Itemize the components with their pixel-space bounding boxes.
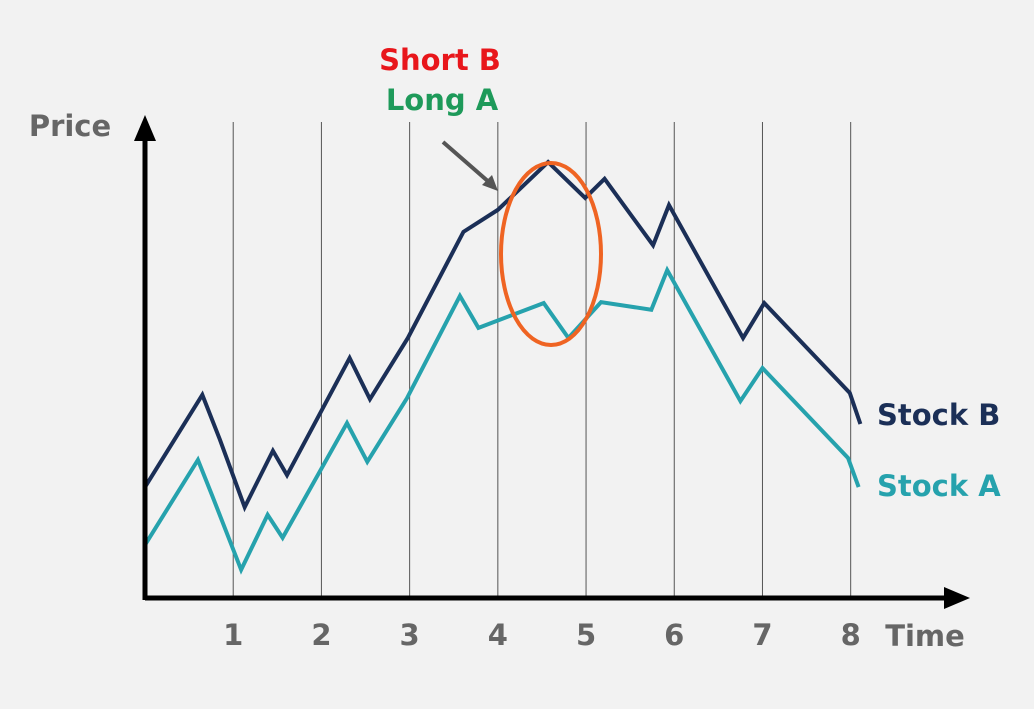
annotation-arrow xyxy=(441,140,492,185)
x-tick-label: 2 xyxy=(311,618,331,652)
x-tick-label: 5 xyxy=(576,618,596,652)
annotation: Long A xyxy=(386,83,499,117)
annotation-arrowhead xyxy=(482,175,498,191)
y-axis-arrow xyxy=(134,115,156,141)
highlight-ellipse xyxy=(499,161,603,347)
annotation: Short B xyxy=(379,43,501,77)
x-axis-arrow xyxy=(944,587,970,609)
y-axis-label: Price xyxy=(29,109,111,143)
x-tick-label: 6 xyxy=(664,618,684,652)
legend-label: Stock A xyxy=(877,469,1001,503)
x-tick-label: 4 xyxy=(488,618,508,652)
series-line xyxy=(143,159,863,513)
legend-label: Stock B xyxy=(877,398,1000,432)
x-tick-label: 3 xyxy=(400,618,420,652)
x-axis-label: Time xyxy=(885,619,965,653)
x-tick-label: 1 xyxy=(223,618,243,652)
plot: 1 2 3 4 5 6 7 8 xyxy=(143,122,863,652)
series-line xyxy=(143,265,861,575)
x-tick-label: 7 xyxy=(752,618,772,652)
x-tick-label: 8 xyxy=(841,618,861,652)
